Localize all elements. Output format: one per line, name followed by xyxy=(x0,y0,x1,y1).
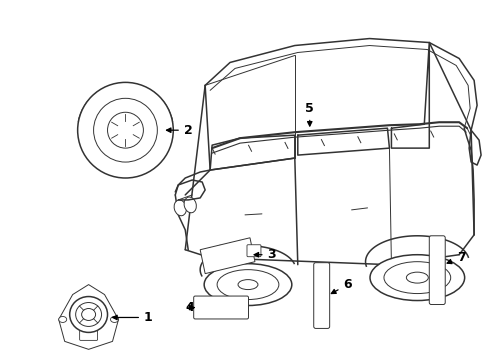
Text: 3: 3 xyxy=(254,248,276,261)
Ellipse shape xyxy=(204,264,292,306)
Circle shape xyxy=(94,98,157,162)
Ellipse shape xyxy=(174,200,186,216)
Ellipse shape xyxy=(217,270,279,300)
FancyBboxPatch shape xyxy=(80,330,98,340)
Ellipse shape xyxy=(406,272,428,283)
Text: 1: 1 xyxy=(113,311,153,324)
Polygon shape xyxy=(59,285,119,349)
FancyBboxPatch shape xyxy=(247,245,261,257)
Text: 5: 5 xyxy=(305,102,314,126)
Ellipse shape xyxy=(111,316,119,323)
Ellipse shape xyxy=(384,262,451,293)
FancyBboxPatch shape xyxy=(429,236,445,305)
FancyBboxPatch shape xyxy=(194,296,248,319)
Ellipse shape xyxy=(238,280,258,289)
Text: 7: 7 xyxy=(447,251,465,264)
Ellipse shape xyxy=(370,255,465,301)
Polygon shape xyxy=(200,238,255,274)
Text: 2: 2 xyxy=(167,124,193,137)
Text: 4: 4 xyxy=(186,301,195,314)
Ellipse shape xyxy=(70,297,107,332)
FancyBboxPatch shape xyxy=(314,263,330,328)
Circle shape xyxy=(107,112,144,148)
Ellipse shape xyxy=(59,316,67,323)
Ellipse shape xyxy=(75,302,101,327)
Circle shape xyxy=(77,82,173,178)
Ellipse shape xyxy=(82,309,96,320)
Text: 6: 6 xyxy=(331,278,352,293)
Ellipse shape xyxy=(184,197,196,213)
